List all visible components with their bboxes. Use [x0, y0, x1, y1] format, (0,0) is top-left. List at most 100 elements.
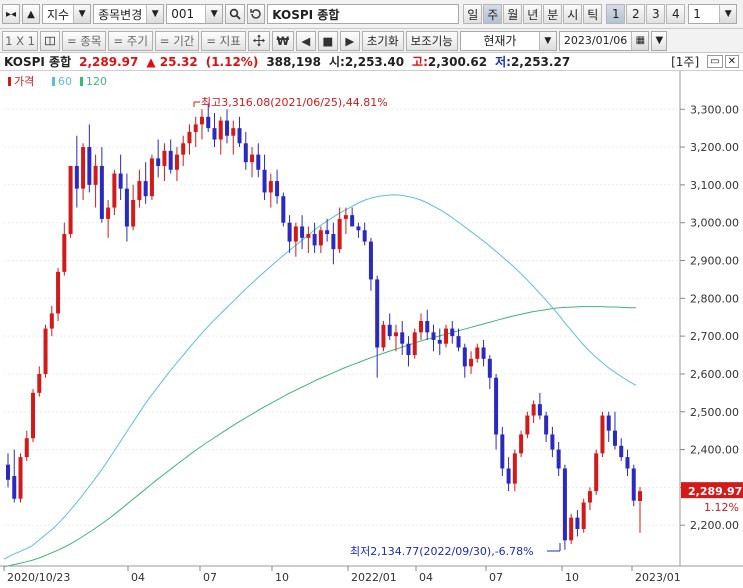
legend-label: 60: [58, 75, 72, 88]
candle-body: [600, 415, 605, 454]
candle-body: [418, 321, 423, 333]
history-button[interactable]: [247, 4, 266, 24]
candle-body: [431, 332, 436, 340]
chevron-down-icon: ▼: [205, 5, 223, 23]
low-annotation: 최저2,134.77(2022/09/30),-6.78%: [350, 545, 534, 558]
y-tick-label: 3,000.00: [690, 217, 739, 230]
minimize-button[interactable]: ▭: [707, 55, 723, 68]
y-tick-label: 3,200.00: [690, 141, 739, 154]
calendar-icon[interactable]: ▦: [631, 31, 649, 50]
tab-hour[interactable]: 시: [563, 4, 583, 24]
candle-body: [581, 502, 586, 529]
candle-body: [456, 336, 461, 348]
candle-body: [168, 150, 173, 170]
tab-num-1[interactable]: 1: [606, 4, 626, 24]
candle-body: [231, 128, 236, 136]
aux-function-button[interactable]: 보조기능: [405, 30, 458, 51]
price-mode-select[interactable]: 현재가 ▼: [459, 30, 557, 51]
candle-body: [68, 165, 73, 235]
sector-select[interactable]: 종목변경 ▼: [93, 4, 165, 24]
candle-body: [343, 215, 348, 219]
low-value: 2,253.27: [510, 54, 571, 69]
reset-button[interactable]: 초기화: [361, 30, 404, 51]
price-change: ▲ 25.32: [146, 54, 198, 69]
candle-body: [268, 181, 273, 193]
candle-body: [312, 234, 317, 246]
tab-week[interactable]: 주: [483, 4, 503, 24]
open-label: 시:: [328, 55, 345, 69]
candle-body: [425, 321, 430, 333]
currency-button[interactable]: ₩: [271, 30, 294, 51]
candle-body: [375, 279, 380, 348]
tab-num-3[interactable]: 3: [646, 4, 666, 24]
candle-body: [62, 234, 67, 272]
last-price-badge: [681, 482, 743, 499]
y-tick-label: 2,700.00: [690, 330, 739, 343]
candle-body: [400, 332, 405, 344]
count-value: 1: [693, 7, 701, 21]
candle-body: [469, 358, 474, 367]
chevron-down-icon: ▼: [73, 5, 91, 23]
legend-label: 120: [86, 75, 107, 88]
legend-label: 가격: [14, 75, 34, 88]
split-button[interactable]: [40, 30, 60, 51]
x-tick-label: 2022/01: [351, 571, 397, 584]
tab-num-2[interactable]: 2: [626, 4, 646, 24]
candle-body: [131, 200, 136, 227]
x-tick-label: 07: [203, 571, 217, 584]
item-button[interactable]: = 종목: [62, 30, 107, 51]
next-button[interactable]: ▶: [339, 30, 360, 51]
tab-day[interactable]: 일: [463, 4, 483, 24]
candle-body: [506, 468, 511, 484]
nav-collapse-button[interactable]: ▸◂: [2, 4, 20, 24]
high-label: 고:: [412, 55, 428, 69]
price-chart[interactable]: 3,300.00 3,200.00 3,100.00 3,000.00 2,900.00…: [0, 71, 743, 585]
x-tick-label: 04: [131, 571, 145, 584]
indicator-button[interactable]: = 지표: [201, 30, 246, 51]
period-button[interactable]: = 주기: [108, 30, 153, 51]
tab-month[interactable]: 월: [503, 4, 523, 24]
stop-button[interactable]: ■: [317, 30, 338, 51]
stock-name-input[interactable]: KOSPI 종합: [267, 4, 460, 24]
candle-body: [243, 143, 248, 163]
candle-body: [250, 154, 255, 163]
toolbar-secondary: 1 X 1 = 종목 = 주기 = 기간 = 지표 ₩ ◀ ■ ▶ 초기화 보조…: [0, 29, 743, 53]
category-select[interactable]: 지수 ▼: [42, 4, 92, 24]
move-button[interactable]: [247, 30, 270, 51]
candle-body: [444, 328, 449, 344]
chevron-down-icon: ▼: [146, 5, 164, 23]
candle-body: [550, 434, 555, 450]
code-select[interactable]: 001 ▼: [166, 4, 224, 24]
tab-minute[interactable]: 분: [543, 4, 563, 24]
history-icon: [250, 9, 261, 19]
close-button[interactable]: ✕: [724, 55, 739, 68]
candle-body: [24, 438, 29, 458]
candle-body: [74, 165, 79, 189]
x-tick-label: 04: [419, 571, 433, 584]
search-button[interactable]: [225, 4, 246, 24]
settings-button[interactable]: ▼: [651, 30, 668, 51]
x-tick-label: 10: [565, 571, 579, 584]
count-select[interactable]: 1 ▼: [688, 4, 738, 24]
date-input[interactable]: 2023/01/06 ▦: [558, 30, 650, 51]
up-button[interactable]: ▲: [22, 4, 40, 24]
prev-button[interactable]: ◀: [295, 30, 316, 51]
candle-body: [81, 147, 86, 189]
quote-infobar: KOSPI 종합 2,289.97 ▲ 25.32 (1.12%) 388,19…: [0, 53, 743, 71]
ma60-line: [3, 194, 637, 560]
candle-body: [293, 226, 298, 242]
chart-svg[interactable]: 3,300.00 3,200.00 3,100.00 3,000.00 2,900.00…: [0, 71, 743, 585]
layout-button[interactable]: 1 X 1: [2, 30, 38, 51]
tab-year[interactable]: 년: [523, 4, 543, 24]
stop-icon: ■: [322, 33, 334, 48]
code-value: 001: [171, 7, 195, 21]
candle-body: [287, 222, 292, 242]
candle-body: [531, 404, 536, 416]
category-value: 지수: [47, 7, 70, 22]
range-button[interactable]: = 기간: [154, 30, 200, 51]
tab-tick[interactable]: 틱: [583, 4, 603, 24]
y-tick-label: 2,600.00: [690, 368, 739, 381]
candle-body: [12, 476, 17, 499]
tab-num-4[interactable]: 4: [666, 4, 686, 24]
candle-body: [199, 116, 204, 125]
